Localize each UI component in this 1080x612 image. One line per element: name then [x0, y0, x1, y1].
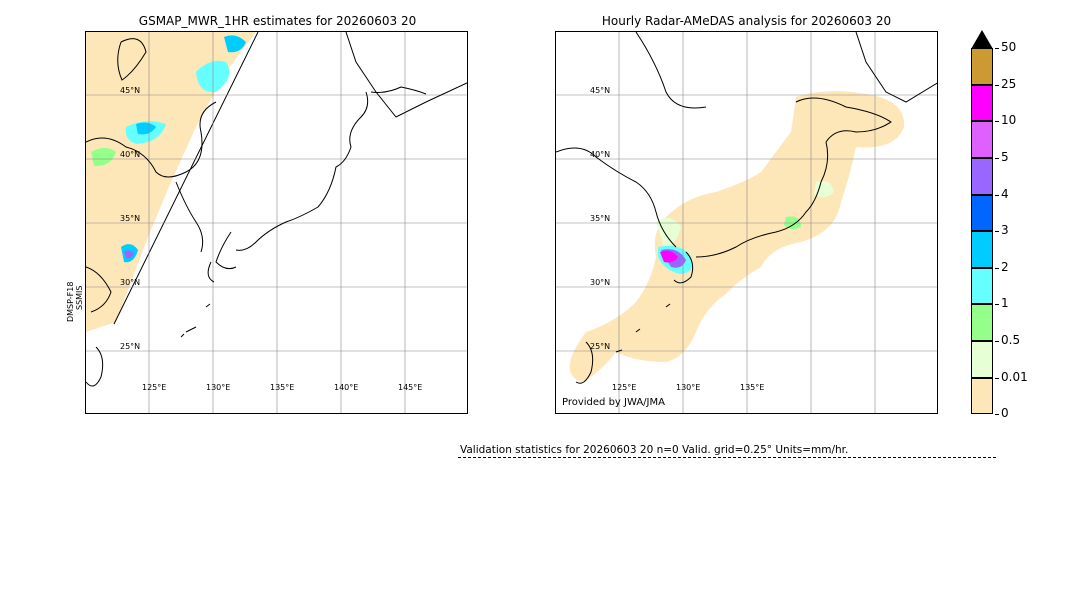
colorbar-label-4: 2 [1001, 260, 1009, 274]
right-map-grid [556, 32, 937, 413]
left-map-title: GSMAP_MWR_1HR estimates for 20260603 20 [138, 14, 417, 28]
colorbar-tick-7 [995, 158, 999, 159]
precip-cell-2 [224, 35, 246, 53]
left-lon-label-140: 140°E [334, 383, 358, 392]
colorbar-segment-0 [971, 378, 993, 414]
left-lon-label-125: 125°E [142, 383, 166, 392]
precip-cell-4 [136, 122, 156, 135]
right-lon-label-130: 130°E [676, 383, 700, 392]
colorbar-label-5: 3 [1001, 223, 1009, 237]
colorbar-tick-10 [995, 48, 999, 49]
precip-cell-5 [91, 148, 116, 167]
colorbar-segment-2 [971, 304, 993, 341]
left-lon-label-145: 145°E [398, 383, 422, 392]
colorbar-segment-4 [971, 231, 993, 268]
radar-light-rain-2 [814, 180, 834, 198]
colorbar [971, 30, 995, 414]
left-map: 45°N 40°N 35°N 30°N 25°N 125°E 130°E 135… [85, 31, 468, 414]
swath-edge [113, 32, 259, 325]
right-map-title: Hourly Radar-AMeDAS analysis for 2026060… [601, 14, 892, 28]
colorbar-label-2: 0.5 [1001, 333, 1021, 347]
right-lon-label-125: 125°E [612, 383, 636, 392]
colorbar-segment-7 [971, 121, 993, 158]
colorbar-tick-9 [995, 85, 999, 86]
left-lat-label-25: 25°N [120, 342, 140, 351]
colorbar-label-3: 1 [1001, 296, 1009, 310]
radar-light-rain-1 [656, 218, 681, 247]
colorbar-tick-1 [995, 378, 999, 379]
right-map-svg: 45°N 40°N 35°N 30°N 25°N 125°E 130°E 135… [556, 32, 937, 413]
colorbar-label-8: 10 [1001, 113, 1017, 127]
colorbar-label-0: 0 [1001, 406, 1009, 420]
radar-coverage [569, 91, 905, 382]
left-lat-label-30: 30°N [120, 278, 140, 287]
validation-statistics-underline [458, 457, 996, 458]
colorbar-segment-3 [971, 268, 993, 304]
left-map-svg: 45°N 40°N 35°N 30°N 25°N 125°E 130°E 135… [86, 32, 467, 413]
right-map-coastlines [556, 32, 937, 384]
colorbar-tick-6 [995, 195, 999, 196]
colorbar-segment-8 [971, 85, 993, 121]
colorbar-segment-6 [971, 158, 993, 195]
satellite-label-line2: SSMIS [75, 285, 84, 311]
left-lon-label-130: 130°E [206, 383, 230, 392]
validation-statistics: Validation statistics for 20260603 20 n=… [460, 444, 849, 456]
left-map-grid [86, 32, 467, 413]
right-lon-label-135: 135°E [740, 383, 764, 392]
right-lat-label-45: 45°N [590, 86, 610, 95]
colorbar-tick-0 [995, 414, 999, 415]
left-map-coastlines [86, 32, 467, 387]
left-lat-label-35: 35°N [120, 214, 140, 223]
colorbar-tick-5 [995, 231, 999, 232]
radar-heavy-3 [660, 250, 678, 263]
colorbar-tick-8 [995, 121, 999, 122]
left-lon-label-135: 135°E [270, 383, 294, 392]
precip-cell-1 [196, 60, 230, 93]
colorbar-extend-arrow [971, 30, 993, 49]
colorbar-tick-4 [995, 268, 999, 269]
right-map: 45°N 40°N 35°N 30°N 25°N 125°E 130°E 135… [555, 31, 938, 414]
left-lat-label-45: 45°N [120, 86, 140, 95]
colorbar-segment-9 [971, 48, 993, 85]
colorbar-tick-3 [995, 304, 999, 305]
colorbar-tick-2 [995, 341, 999, 342]
colorbar-label-10: 50 [1001, 40, 1017, 54]
precip-cell-7 [124, 250, 134, 259]
left-lat-label-40: 40°N [120, 150, 140, 159]
colorbar-segment-1 [971, 341, 993, 378]
right-lat-label-35: 35°N [590, 214, 610, 223]
colorbar-label-6: 4 [1001, 187, 1009, 201]
satellite-label-line1: DMSP-F18 [66, 281, 75, 322]
right-lat-label-40: 40°N [590, 150, 610, 159]
colorbar-segment-5 [971, 195, 993, 231]
colorbar-label-1: 0.01 [1001, 370, 1028, 384]
data-credit: Provided by JWA/JMA [562, 397, 665, 408]
right-lat-label-25: 25°N [590, 342, 610, 351]
colorbar-label-7: 5 [1001, 150, 1009, 164]
right-lat-label-30: 30°N [590, 278, 610, 287]
colorbar-label-9: 25 [1001, 77, 1017, 91]
